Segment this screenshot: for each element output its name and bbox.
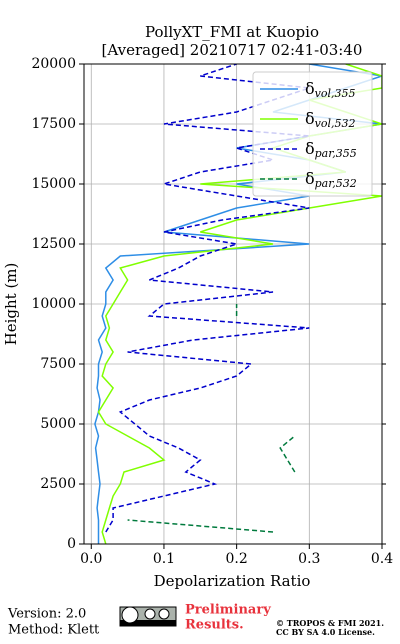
x-tick-label: 0.3 — [298, 551, 320, 567]
y-tick-label: 12500 — [31, 236, 76, 252]
version: Version: 2.0 — [7, 607, 86, 622]
chart-subtitle: [Averaged] 20210717 02:41-03:40 — [102, 41, 363, 59]
legend-label: δpar,532 — [305, 169, 357, 191]
y-tick-label: 7500 — [40, 356, 76, 372]
x-tick-label: 0.0 — [80, 551, 102, 567]
copyright: © TROPOS & FMI 2021. — [276, 618, 384, 628]
x-tick-label: 0.4 — [371, 551, 393, 567]
y-tick-label: 17500 — [31, 116, 76, 132]
y-tick-label: 15000 — [31, 176, 76, 192]
y-tick-label: 0 — [67, 536, 76, 552]
legend-label: δvol,532 — [305, 109, 356, 131]
chart-title: PollyXT_FMI at Kuopio — [145, 23, 319, 41]
copyright: CC BY SA 4.0 License. — [276, 627, 375, 637]
preliminary: Preliminary — [185, 603, 271, 618]
preliminary: Results. — [185, 618, 244, 633]
y-tick-label: 20000 — [31, 56, 76, 72]
line — [127, 304, 296, 533]
y-tick-label: 10000 — [31, 296, 76, 312]
plot-frame — [83, 63, 383, 545]
cc-logo — [119, 606, 177, 627]
legend-label: δpar,355 — [305, 139, 357, 161]
x-axis-label: Depolarization Ratio — [154, 572, 311, 590]
y-axis-label: Height (m) — [2, 263, 20, 346]
x-tick-label: 0.2 — [226, 551, 248, 567]
x-tick-label: 0.1 — [153, 551, 175, 567]
method: Method: Klett — [8, 623, 100, 638]
y-tick-label: 2500 — [40, 476, 76, 492]
legend-box — [252, 71, 373, 197]
legend-label: δvol,355 — [305, 79, 356, 101]
y-tick-label: 5000 — [40, 416, 76, 432]
